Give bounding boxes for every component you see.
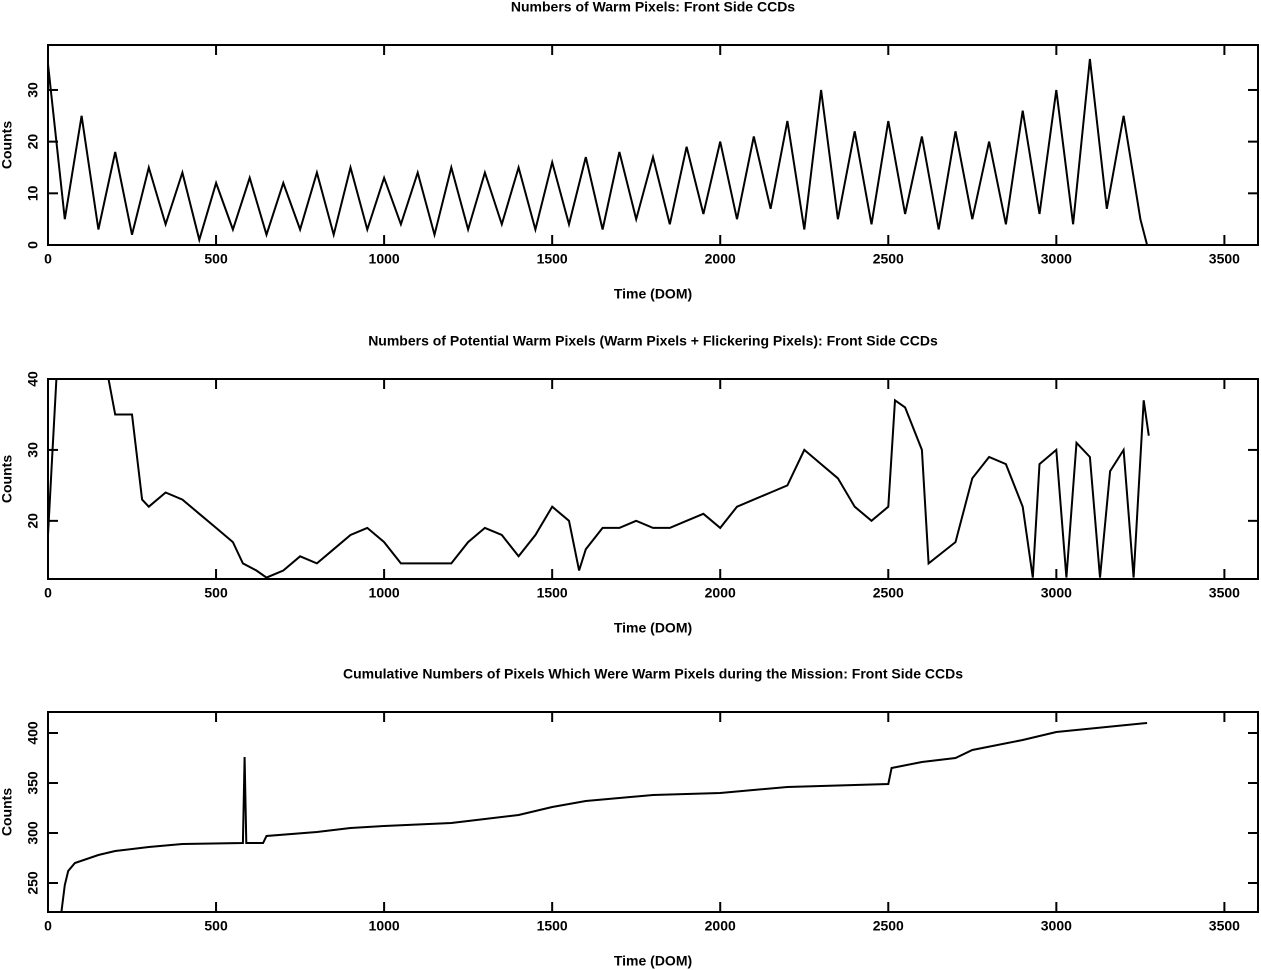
x-tick-label: 0: [44, 918, 52, 934]
x-tick-label: 2500: [873, 585, 904, 601]
x-tick-label: 3500: [1209, 585, 1240, 601]
x-tick-label: 1500: [537, 918, 568, 934]
x-tick-label: 2500: [873, 918, 904, 934]
x-tick-label: 1000: [369, 251, 400, 267]
x-tick-label: 500: [204, 585, 228, 601]
x-axis-label: Time (DOM): [614, 953, 692, 969]
y-tick-label: 30: [25, 442, 41, 458]
data-line: [48, 58, 1258, 245]
y-tick-label: 10: [25, 185, 41, 201]
y-tick-label: 400: [25, 721, 41, 745]
y-axis-label: Counts: [0, 788, 15, 836]
plot-frame: [47, 378, 1259, 580]
data-line: [48, 379, 1150, 579]
y-tick-label: 40: [25, 371, 41, 387]
x-tick-label: 3500: [1209, 918, 1240, 934]
x-tick-label: 1000: [369, 918, 400, 934]
y-tick-label: 300: [25, 821, 41, 845]
x-tick-label: 3000: [1041, 918, 1072, 934]
x-tick-label: 3000: [1041, 251, 1072, 267]
x-tick-label: 500: [204, 251, 228, 267]
x-tick-label: 0: [44, 585, 52, 601]
x-tick-label: 0: [44, 251, 52, 267]
x-tick-label: 3000: [1041, 585, 1072, 601]
plot-frame: [47, 44, 1259, 246]
y-axis-label: Counts: [0, 455, 15, 503]
y-tick-label: 30: [25, 82, 41, 98]
x-tick-label: 1500: [537, 251, 568, 267]
y-tick-label: 20: [25, 513, 41, 529]
x-tick-label: 500: [204, 918, 228, 934]
x-tick-label: 2500: [873, 251, 904, 267]
y-tick-label: 0: [25, 241, 41, 249]
x-tick-label: 3500: [1209, 251, 1240, 267]
x-tick-label: 2000: [705, 251, 736, 267]
x-tick-label: 2000: [705, 585, 736, 601]
chart-title: Numbers of Potential Warm Pixels (Warm P…: [368, 333, 938, 349]
chart-title: Numbers of Warm Pixels: Front Side CCDs: [511, 0, 795, 15]
plot-frame: [47, 711, 1259, 913]
y-tick-label: 20: [25, 134, 41, 150]
y-tick-label: 250: [25, 871, 41, 895]
y-tick-label: 350: [25, 771, 41, 795]
chart-title: Cumulative Numbers of Pixels Which Were …: [343, 666, 963, 682]
x-tick-label: 1000: [369, 585, 400, 601]
x-axis-label: Time (DOM): [614, 286, 692, 302]
data-line: [60, 722, 1148, 912]
x-axis-label: Time (DOM): [614, 620, 692, 636]
x-tick-label: 1500: [537, 585, 568, 601]
x-tick-label: 2000: [705, 918, 736, 934]
y-axis-label: Counts: [0, 121, 15, 169]
